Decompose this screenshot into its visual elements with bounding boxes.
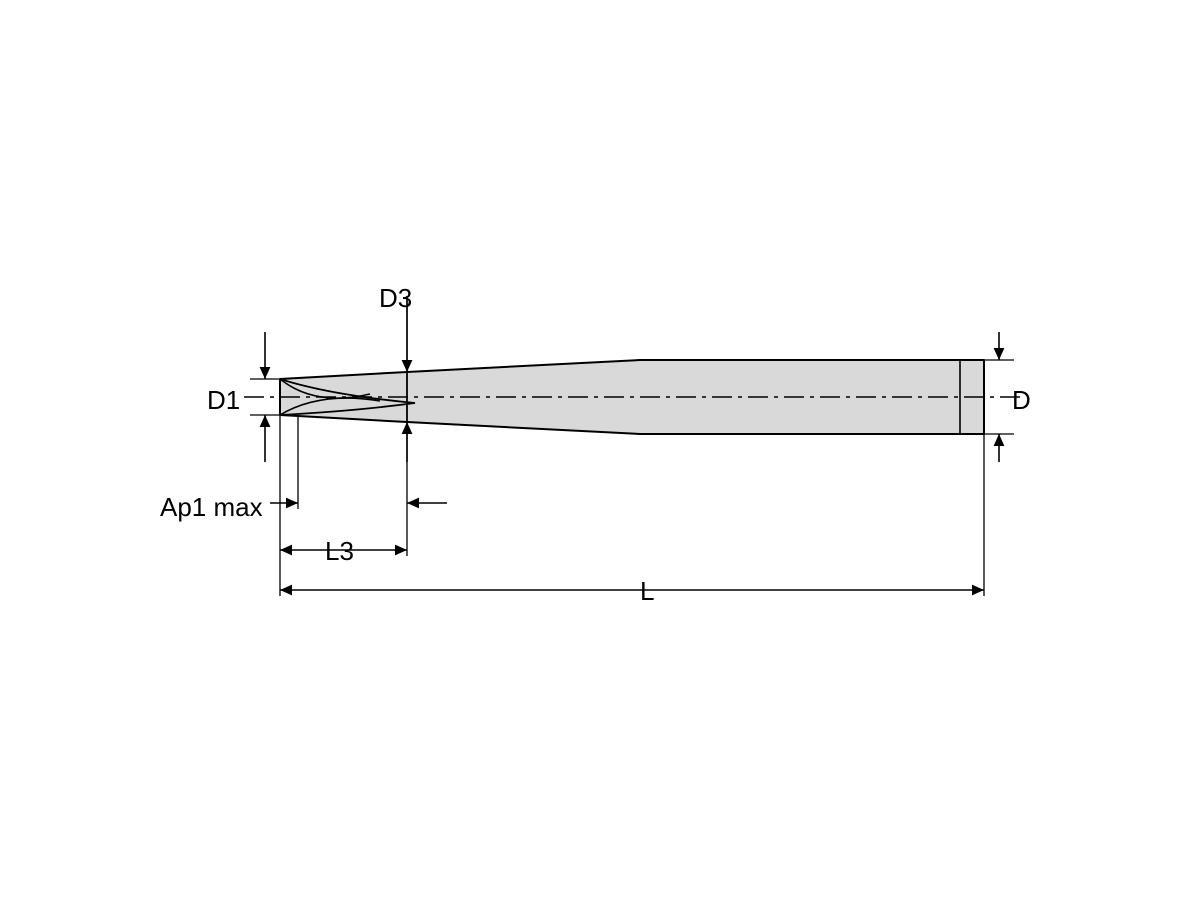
diagram-canvas: D1 D3 D Ap1 max L3 L xyxy=(0,0,1200,900)
label-ap1max: Ap1 max xyxy=(160,492,263,523)
label-d3: D3 xyxy=(379,283,412,314)
label-l: L xyxy=(640,576,654,607)
label-d1: D1 xyxy=(207,385,240,416)
label-l3: L3 xyxy=(325,536,354,567)
technical-drawing-svg xyxy=(0,0,1200,900)
label-d: D xyxy=(1012,385,1031,416)
